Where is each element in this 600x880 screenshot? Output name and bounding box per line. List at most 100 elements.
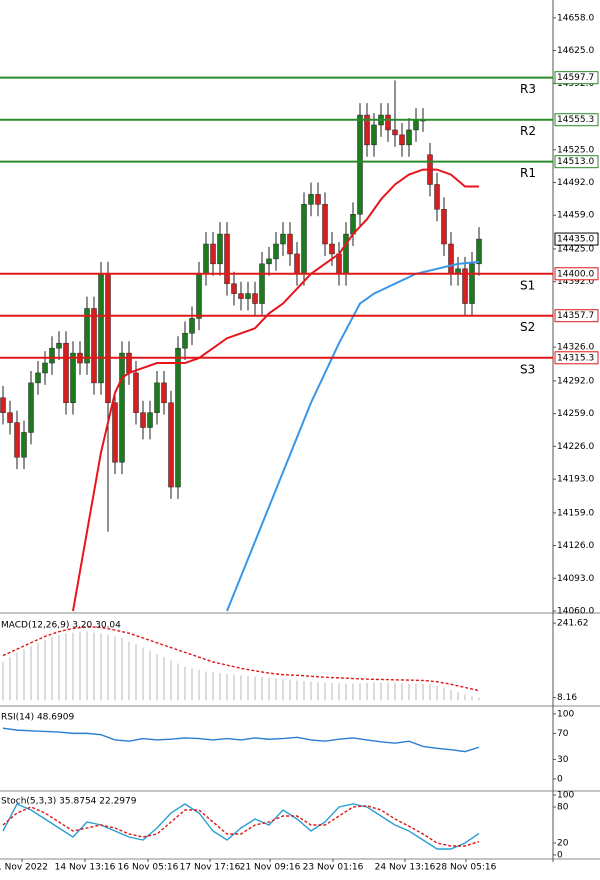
candle-body	[287, 233, 293, 255]
y-tick-label: 14392.0	[557, 277, 594, 287]
candle-body	[259, 263, 265, 304]
level-price-box	[554, 309, 599, 323]
candle-body	[385, 114, 391, 131]
candle-body	[28, 382, 34, 433]
candle-body	[336, 253, 342, 275]
moving-average	[226, 260, 480, 612]
y-tick-label: 14625.0	[557, 46, 594, 56]
y-tick-label: 30	[557, 755, 569, 765]
candle-body	[56, 342, 62, 349]
level-price: 14555.3	[557, 115, 594, 125]
x-tick-label: 24 Nov 13:16	[375, 863, 436, 873]
level-name: S1	[520, 278, 535, 292]
candle-body	[70, 352, 76, 403]
candle-body	[161, 382, 167, 403]
x-tick-label: 17 Nov 17:16	[180, 863, 241, 873]
candle-body	[399, 134, 405, 146]
y-tick-label: 8.16	[557, 693, 577, 703]
y-tick-label: 70	[557, 729, 569, 739]
candle-body	[322, 204, 328, 245]
candle-body	[476, 238, 482, 265]
y-tick-label: 14326.0	[557, 343, 594, 353]
candle-body	[413, 119, 419, 131]
candle-body	[105, 273, 111, 403]
candle-body	[84, 308, 90, 364]
level-price-box	[554, 155, 599, 169]
candle-body	[203, 243, 209, 275]
level-price-box	[554, 351, 599, 365]
y-tick-label: 14093.0	[557, 574, 594, 584]
candle-body	[140, 412, 146, 428]
x-tick-label: 1 Nov 2022	[0, 863, 48, 873]
y-tick-label: 80	[557, 803, 569, 813]
y-tick-label: 241.62	[557, 619, 589, 629]
last-price-box	[554, 232, 599, 246]
candle-body	[42, 362, 48, 374]
candle-body	[98, 273, 104, 384]
moving-average	[72, 168, 479, 612]
y-tick-label: 14492.0	[557, 178, 594, 188]
candle-body	[196, 273, 202, 319]
y-tick-label: 0	[557, 774, 563, 784]
candle-body	[63, 342, 69, 403]
level-price-box	[554, 267, 599, 281]
level-name: R2	[520, 124, 536, 138]
candle-body	[434, 184, 440, 210]
candle-body	[280, 233, 286, 245]
candle-body	[154, 382, 160, 413]
candle-body	[315, 194, 321, 205]
y-tick-label: 14060.0	[557, 607, 594, 617]
y-tick-label: 14459.0	[557, 211, 594, 221]
candle-body	[175, 347, 181, 488]
candle-body	[133, 372, 139, 413]
candle-body	[469, 263, 475, 304]
indicator-line	[2, 805, 480, 847]
y-tick-label: 20	[557, 839, 569, 849]
x-tick-label: 23 Nov 01:16	[303, 863, 364, 873]
x-tick-label: 28 Nov 05:16	[436, 863, 497, 873]
level-price: 14400.0	[557, 269, 594, 279]
candle-body	[224, 233, 230, 284]
level-price: 14513.0	[557, 157, 594, 167]
candle-body	[301, 204, 307, 275]
indicator-line	[2, 727, 480, 753]
candle-body	[406, 129, 412, 146]
y-tick-label: 14658.0	[557, 13, 594, 23]
candle-body	[238, 293, 244, 299]
candle-body	[245, 293, 251, 299]
y-tick-label: 14226.0	[557, 442, 594, 452]
y-tick-label: 14126.0	[557, 541, 594, 551]
y-tick-label: 14525.0	[557, 145, 594, 155]
candle-body	[266, 258, 272, 265]
candle-body	[14, 422, 20, 458]
level-name: S2	[520, 320, 535, 334]
candle-body	[448, 243, 454, 275]
y-tick-label: 14159.0	[557, 508, 594, 518]
candle-body	[357, 114, 363, 215]
x-tick-label: 16 Nov 05:16	[118, 863, 179, 873]
level-price-box	[554, 113, 599, 127]
level-name: S3	[520, 362, 535, 376]
indicator-line	[2, 803, 480, 850]
candle-body	[189, 318, 195, 334]
candle-body	[35, 372, 41, 384]
x-tick-label: 14 Nov 13:16	[55, 863, 116, 873]
y-tick-label: 14259.0	[557, 409, 594, 419]
candle-body	[364, 114, 370, 146]
candle-body	[294, 253, 300, 275]
level-price: 14597.7	[557, 73, 594, 83]
candle-body	[91, 308, 97, 384]
x-tick-label: 21 Nov 09:16	[240, 863, 301, 873]
level-name: R1	[520, 166, 536, 180]
candle-body	[231, 283, 237, 294]
candle-body	[210, 243, 216, 265]
candle-body	[273, 243, 279, 260]
candle-body	[147, 412, 153, 428]
candle-body	[126, 352, 132, 374]
y-tick-label: 0	[557, 851, 563, 861]
panel-title: Stoch(5,3,3) 35.8754 22.2979	[1, 797, 137, 807]
last-price: 14435.0	[557, 235, 594, 245]
y-tick-label: 14292.0	[557, 376, 594, 386]
